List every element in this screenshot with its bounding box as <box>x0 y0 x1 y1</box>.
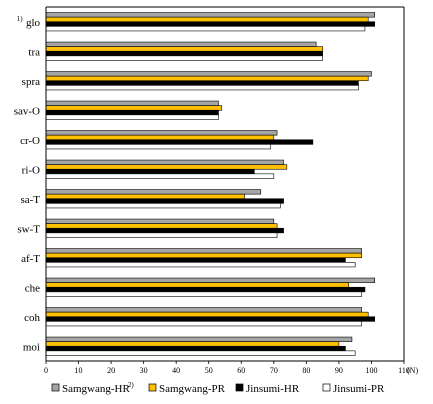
bar-glo-jinsumi-pr <box>45 26 366 32</box>
bar-spra-samgwang-pr <box>45 75 369 82</box>
bar-spra-samgwang-hr <box>45 71 372 77</box>
bar-sa-T-jinsumi-hr <box>45 198 284 204</box>
bar-glo-samgwang-pr <box>45 16 369 23</box>
x-tick-label: 30 <box>140 366 148 375</box>
bar-sw-T-samgwang-hr <box>45 218 275 224</box>
legend-label: Jinsumi-HR <box>246 383 300 395</box>
x-tick-label: 60 <box>237 366 245 375</box>
x-tick-label: 0 <box>44 366 48 375</box>
bar-glo-samgwang-hr <box>45 12 376 18</box>
bar-af-T-jinsumi-hr <box>45 257 346 263</box>
legend-label: Jinsumi-PR <box>333 383 385 395</box>
bar-ri-O-samgwang-hr <box>45 159 284 165</box>
legend-label: Samgwang-HR <box>62 383 130 395</box>
category-label: coh <box>24 312 40 324</box>
category-label: spra <box>22 76 40 88</box>
bar-ri-O-jinsumi-pr <box>45 173 275 179</box>
bar-sw-T-jinsumi-hr <box>45 227 284 234</box>
x-axis-unit: (N) <box>407 366 418 375</box>
bar-che-jinsumi-pr <box>45 291 362 297</box>
bar-che-jinsumi-hr <box>45 286 366 293</box>
x-axis-ticks: 0 10 20 30 40 50 60 70 80 90 100 110 <box>44 361 410 375</box>
bar-sav-O-jinsumi-pr <box>45 114 219 120</box>
x-tick-label: 10 <box>75 366 83 375</box>
bar-cr-O-samgwang-pr <box>45 134 275 141</box>
bar-sav-O-jinsumi-hr <box>45 109 219 116</box>
x-tick-label: 90 <box>335 366 343 375</box>
x-tick-label: 110 <box>398 366 410 375</box>
bar-che-samgwang-pr <box>45 282 349 288</box>
category-label: sav-O <box>14 105 40 117</box>
bar-sav-O-samgwang-hr <box>45 100 219 106</box>
bar-af-T-jinsumi-pr <box>45 262 356 268</box>
bars-layer <box>45 12 376 356</box>
bar-sav-O-samgwang-pr <box>45 105 223 111</box>
x-tick-label: 100 <box>365 366 377 375</box>
bar-che-samgwang-hr <box>45 277 376 283</box>
bar-spra-jinsumi-pr <box>45 85 359 91</box>
category-label: glo <box>26 17 41 29</box>
legend-footnote: 2) <box>128 381 134 389</box>
legend-swatch-jinsumi-pr <box>322 383 331 392</box>
bar-moi-samgwang-pr <box>45 341 340 347</box>
bar-sa-T-samgwang-hr <box>45 189 262 195</box>
category-label: ri-O <box>22 164 40 176</box>
bar-coh-samgwang-pr <box>45 311 369 318</box>
bar-sw-T-samgwang-pr <box>45 223 278 229</box>
bar-tra-samgwang-hr <box>45 41 317 47</box>
bar-sa-T-jinsumi-pr <box>45 203 281 209</box>
category-label: che <box>25 282 40 294</box>
bar-af-T-samgwang-hr <box>45 248 362 254</box>
x-tick-label: 50 <box>205 366 213 375</box>
bar-tra-jinsumi-pr <box>45 55 323 61</box>
bar-af-T-samgwang-pr <box>45 252 362 259</box>
bar-spra-jinsumi-hr <box>45 80 359 86</box>
category-label: sw-T <box>17 223 40 235</box>
category-label: tra <box>28 46 40 58</box>
legend: Samgwang-HR2) Samgwang-PR Jinsumi-HR Jinsum… <box>51 381 385 395</box>
category-label: sa-T <box>20 194 40 206</box>
bar-cr-O-jinsumi-hr <box>45 139 314 145</box>
bar-coh-samgwang-hr <box>45 307 362 313</box>
bar-cr-O-jinsumi-pr <box>45 144 271 150</box>
x-tick-label: 70 <box>270 366 278 375</box>
legend-label: Samgwang-PR <box>159 383 226 395</box>
category-label: moi <box>23 341 40 353</box>
bar-moi-samgwang-hr <box>45 336 353 342</box>
bar-coh-jinsumi-hr <box>45 316 376 322</box>
legend-swatch-samgwang-pr <box>148 383 157 392</box>
bar-tra-jinsumi-hr <box>45 50 323 57</box>
bar-coh-jinsumi-pr <box>45 321 362 327</box>
legend-swatch-jinsumi-hr <box>235 383 244 392</box>
category-label: cr-O <box>20 135 40 147</box>
bar-moi-jinsumi-pr <box>45 350 356 356</box>
bar-glo-jinsumi-hr <box>45 21 376 27</box>
bar-sw-T-jinsumi-pr <box>45 232 278 238</box>
x-tick-label: 80 <box>302 366 310 375</box>
legend-swatch-samgwang-hr <box>51 383 60 392</box>
bar-moi-jinsumi-hr <box>45 345 346 352</box>
x-tick-label: 20 <box>107 366 115 375</box>
bar-sa-T-samgwang-pr <box>45 193 245 200</box>
category-label: af-T <box>21 253 40 265</box>
category-footnote: 1) <box>17 15 24 23</box>
bar-ri-O-samgwang-pr <box>45 164 288 170</box>
x-tick-label: 40 <box>172 366 180 375</box>
bar-cr-O-samgwang-hr <box>45 130 278 136</box>
bar-ri-O-jinsumi-hr <box>45 168 255 175</box>
bar-tra-samgwang-pr <box>45 46 323 52</box>
